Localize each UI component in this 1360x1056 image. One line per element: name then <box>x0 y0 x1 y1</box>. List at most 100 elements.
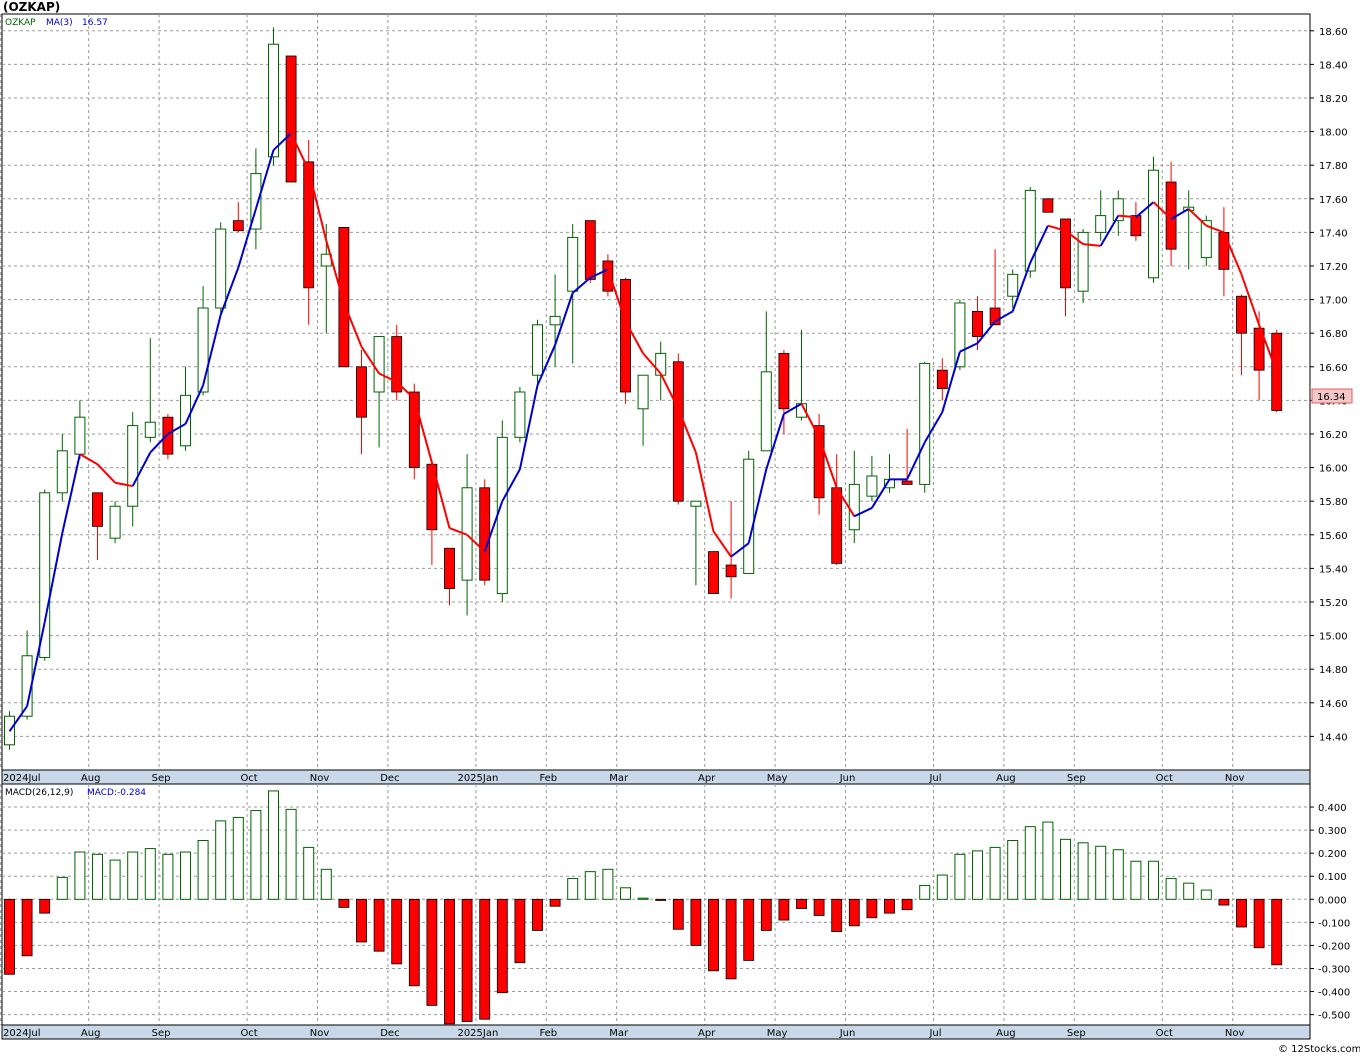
price-y-tick-label: 18.00 <box>1319 128 1348 139</box>
macd-bar <box>901 898 913 911</box>
price-y-tick-label: 15.20 <box>1319 598 1348 609</box>
macd-y-tick-label: 0.100 <box>1318 872 1347 883</box>
candle-body <box>56 450 68 494</box>
ma-segment <box>818 437 838 489</box>
candle-body <box>232 220 244 232</box>
macd-bar <box>813 898 825 916</box>
macd-bar <box>391 898 403 965</box>
candle-body <box>1112 198 1124 222</box>
price-x-tick-label: Sep <box>152 773 171 784</box>
macd-x-tick-label: Apr <box>698 1028 716 1039</box>
price-y-tick-label: 15.00 <box>1319 632 1348 643</box>
candle <box>936 358 948 401</box>
macd-bar <box>215 820 227 900</box>
candle <box>56 434 68 502</box>
macd-panel: -0.500 -0.400 -0.300 -0.200 -0.100 0.000 0.100… <box>0 783 1350 1026</box>
candle-body <box>408 391 420 468</box>
ma-segment <box>413 398 433 463</box>
ma-segment <box>8 705 28 732</box>
candle <box>1007 269 1019 308</box>
price-plot-area <box>1 13 1311 771</box>
ma-segment <box>483 500 504 552</box>
ma-segment <box>272 132 292 151</box>
price-grid <box>0 14 1310 770</box>
ma-segment <box>659 373 680 410</box>
ma-segment <box>219 267 240 316</box>
macd-bar <box>567 878 579 900</box>
candle <box>708 551 719 594</box>
candle-body <box>708 551 719 594</box>
macd-x-tick-label: Dec <box>380 1028 399 1039</box>
macd-bar <box>109 859 121 900</box>
candle-body <box>848 483 860 531</box>
candle-body <box>1060 218 1071 289</box>
macd-bar <box>690 898 702 946</box>
macd-bar <box>778 898 790 921</box>
macd-bar <box>954 853 966 900</box>
ma-segment <box>79 453 98 466</box>
macd-bar <box>532 898 543 931</box>
price-y-tick-label: 18.40 <box>1319 60 1348 71</box>
candle <box>972 296 983 350</box>
ma-segment <box>906 441 926 480</box>
ma-segment <box>167 423 186 435</box>
macd-bar <box>708 898 719 972</box>
macd-bar <box>796 898 807 909</box>
ma-segment <box>449 527 468 536</box>
macd-bar <box>1183 882 1195 900</box>
candle-body <box>1095 215 1107 233</box>
candle-body <box>1218 231 1230 270</box>
macd-y-axis: -0.500 -0.400 -0.300 -0.200 -0.100 0.000 0.100… <box>1310 803 1350 1022</box>
ma-segment <box>1222 232 1243 275</box>
macd-x-tick-label: 2024Jul <box>3 1028 41 1039</box>
candle-body <box>144 421 156 438</box>
candle-body <box>1130 215 1142 237</box>
candle <box>778 350 790 434</box>
macd-bar <box>268 790 279 900</box>
price-y-tick-label: 15.40 <box>1319 564 1348 575</box>
candle-body <box>39 492 51 658</box>
macd-bar <box>56 876 68 900</box>
candle-body <box>549 315 561 326</box>
macd-bar <box>144 848 156 900</box>
candle-body <box>637 374 649 410</box>
price-x-tick-label: Apr <box>698 773 716 784</box>
ma-segment <box>1083 243 1101 247</box>
macd-x-tick-label: 2025Jan <box>457 1028 498 1039</box>
candle <box>356 350 367 455</box>
macd-bar <box>39 898 51 914</box>
candle-body <box>866 475 878 497</box>
price-x-tick-label: Feb <box>539 773 557 784</box>
candle <box>268 27 279 166</box>
macd-bar <box>320 868 332 900</box>
ma-segment <box>694 452 715 532</box>
macd-x-tick-label: Oct <box>240 1028 257 1039</box>
candle <box>250 148 262 250</box>
candle-body <box>268 43 279 158</box>
macd-bar <box>496 898 508 994</box>
macd-x-axis-band <box>1 1024 1311 1040</box>
candle-body <box>655 352 667 376</box>
macd-bar <box>866 898 878 919</box>
candle <box>743 450 755 574</box>
ma-segment <box>1188 208 1207 227</box>
candle-body <box>989 307 1001 326</box>
macd-bar <box>74 851 86 900</box>
candle-body <box>532 324 543 376</box>
ma-segment <box>765 413 785 470</box>
ma-segment <box>184 384 205 425</box>
ma-segment <box>1064 229 1084 245</box>
ma-segment <box>466 534 486 553</box>
macd-x-tick-label: Aug <box>81 1028 101 1039</box>
ma-segment <box>26 621 46 707</box>
candle-body <box>127 425 139 507</box>
candle <box>954 299 966 371</box>
candle-body <box>109 505 121 539</box>
ma-segment <box>237 208 257 268</box>
ma-segment <box>572 277 591 294</box>
price-y-tick-label: 14.80 <box>1319 665 1348 676</box>
macd-bar <box>848 898 860 927</box>
macd-y-tick-label: -0.500 <box>1318 1011 1350 1022</box>
candle <box>338 226 350 368</box>
